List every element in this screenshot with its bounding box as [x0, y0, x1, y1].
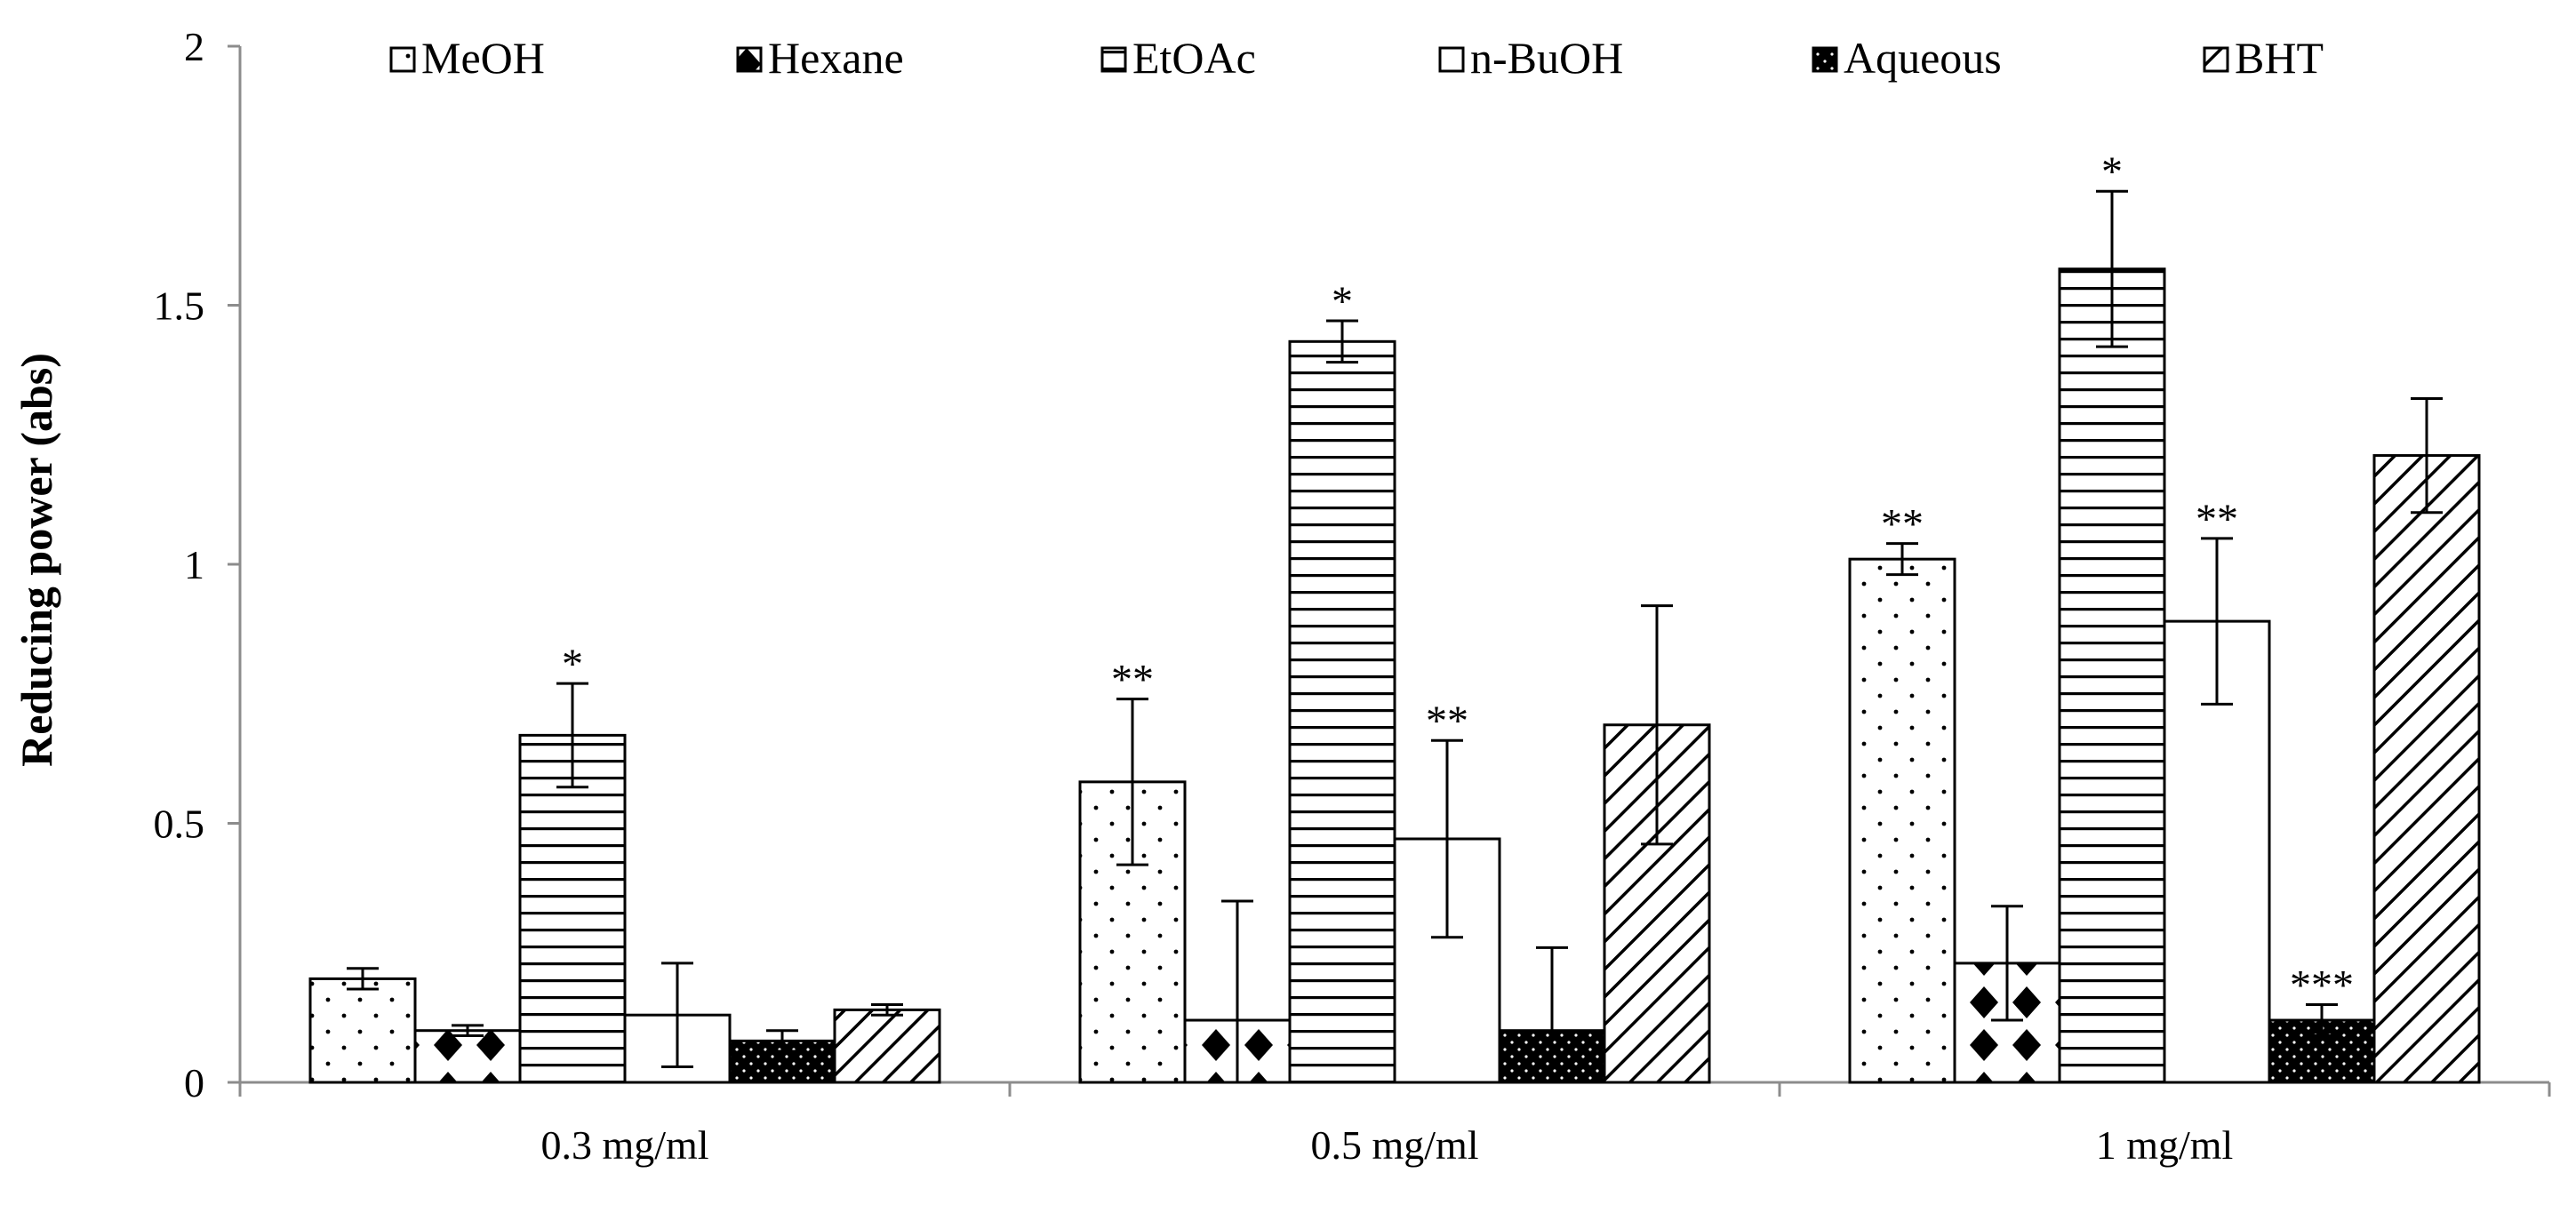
legend-swatch-meoh [389, 46, 416, 73]
significance-annotation: * [1332, 278, 1353, 325]
x-tick-label: 0.5 mg/ml [1310, 1122, 1478, 1168]
significance-annotation: ** [1881, 501, 1924, 548]
x-axis: 0.3 mg/ml 0.5 mg/ml 1 mg/ml [238, 1081, 2551, 1168]
y-axis-label: Reducing power (abs) [12, 353, 61, 767]
significance-annotation: ** [2196, 496, 2238, 543]
bar-meoh [1848, 557, 1956, 1084]
x-tick-label: 0.3 mg/ml [540, 1122, 708, 1168]
significance-annotation: * [2101, 148, 2123, 196]
x-tick-label: 1 mg/ml [2096, 1122, 2234, 1168]
significance-annotation: *** [2290, 962, 2354, 1009]
legend-swatch-aqueous [1812, 46, 1838, 73]
legend-label-bht: BHT [2235, 33, 2324, 83]
legend-label-etoac: EtOAc [1132, 33, 1256, 83]
bar-meoh [308, 977, 417, 1084]
legend-swatch-hexane [736, 46, 763, 73]
bar-bht [2372, 454, 2481, 1084]
legend-label-n-buoh: n-BuOH [1470, 33, 1623, 83]
y-tick-label: 1 [184, 542, 204, 587]
legend-label-meoh: MeOH [421, 33, 545, 83]
bar-hexane [413, 1029, 522, 1084]
bar-etoac [1288, 339, 1396, 1084]
significance-annotation: ** [1111, 657, 1154, 704]
y-tick-label: 0 [184, 1060, 204, 1105]
y-tick-label: 0.5 [154, 802, 205, 847]
bars: * ************* [308, 148, 2481, 1084]
legend-swatch-etoac [1100, 46, 1127, 73]
y-tick-label: 2 [184, 24, 204, 69]
significance-annotation: * [562, 641, 583, 688]
bar-etoac [2058, 267, 2166, 1084]
legend-swatch-bht [2203, 46, 2229, 73]
bar-etoac [518, 733, 627, 1084]
bar-bht [833, 1008, 941, 1084]
legend-label-aqueous: Aqueous [1844, 33, 2002, 83]
legend-label-hexane: Hexane [768, 33, 904, 83]
legend-swatch-n-buoh [1438, 46, 1465, 73]
legend: MeOH Hexane EtOAc n-BuOH Aqueous BHT [389, 33, 2324, 83]
y-axis: 0 0.5 1 1.5 2 [154, 24, 242, 1105]
y-tick-label: 1.5 [154, 283, 205, 329]
significance-annotation: ** [1426, 698, 1468, 745]
